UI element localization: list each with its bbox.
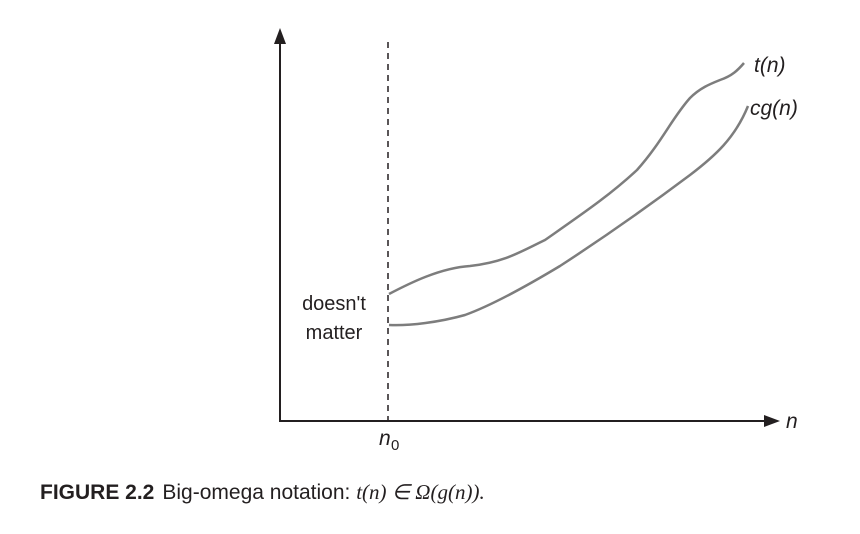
figure-number: FIGURE 2.2 bbox=[40, 481, 155, 504]
curve-t-of-n bbox=[388, 62, 745, 296]
label-cg-of-n: cg(n) bbox=[750, 97, 798, 120]
label-t-of-n: t(n) bbox=[754, 54, 786, 77]
curve-cg-of-n bbox=[388, 105, 750, 327]
caption-math: t(n) ∈ Ω(g(n)). bbox=[356, 480, 485, 504]
x-axis-label: n bbox=[786, 410, 798, 433]
threshold-label: n bbox=[379, 427, 391, 450]
threshold-label-subscript: 0 bbox=[391, 437, 399, 454]
x-axis-arrow-icon bbox=[764, 415, 780, 427]
caption-text: Big-omega notation: bbox=[162, 481, 351, 504]
threshold-label-main: n bbox=[379, 427, 391, 450]
region-note-line-2: matter bbox=[306, 322, 363, 344]
y-axis-arrow-icon bbox=[274, 28, 286, 44]
region-note-line-1: doesn't bbox=[302, 293, 366, 315]
figure-caption: FIGURE 2.2 Big-omega notation: t(n) ∈ Ω(g… bbox=[40, 480, 485, 505]
